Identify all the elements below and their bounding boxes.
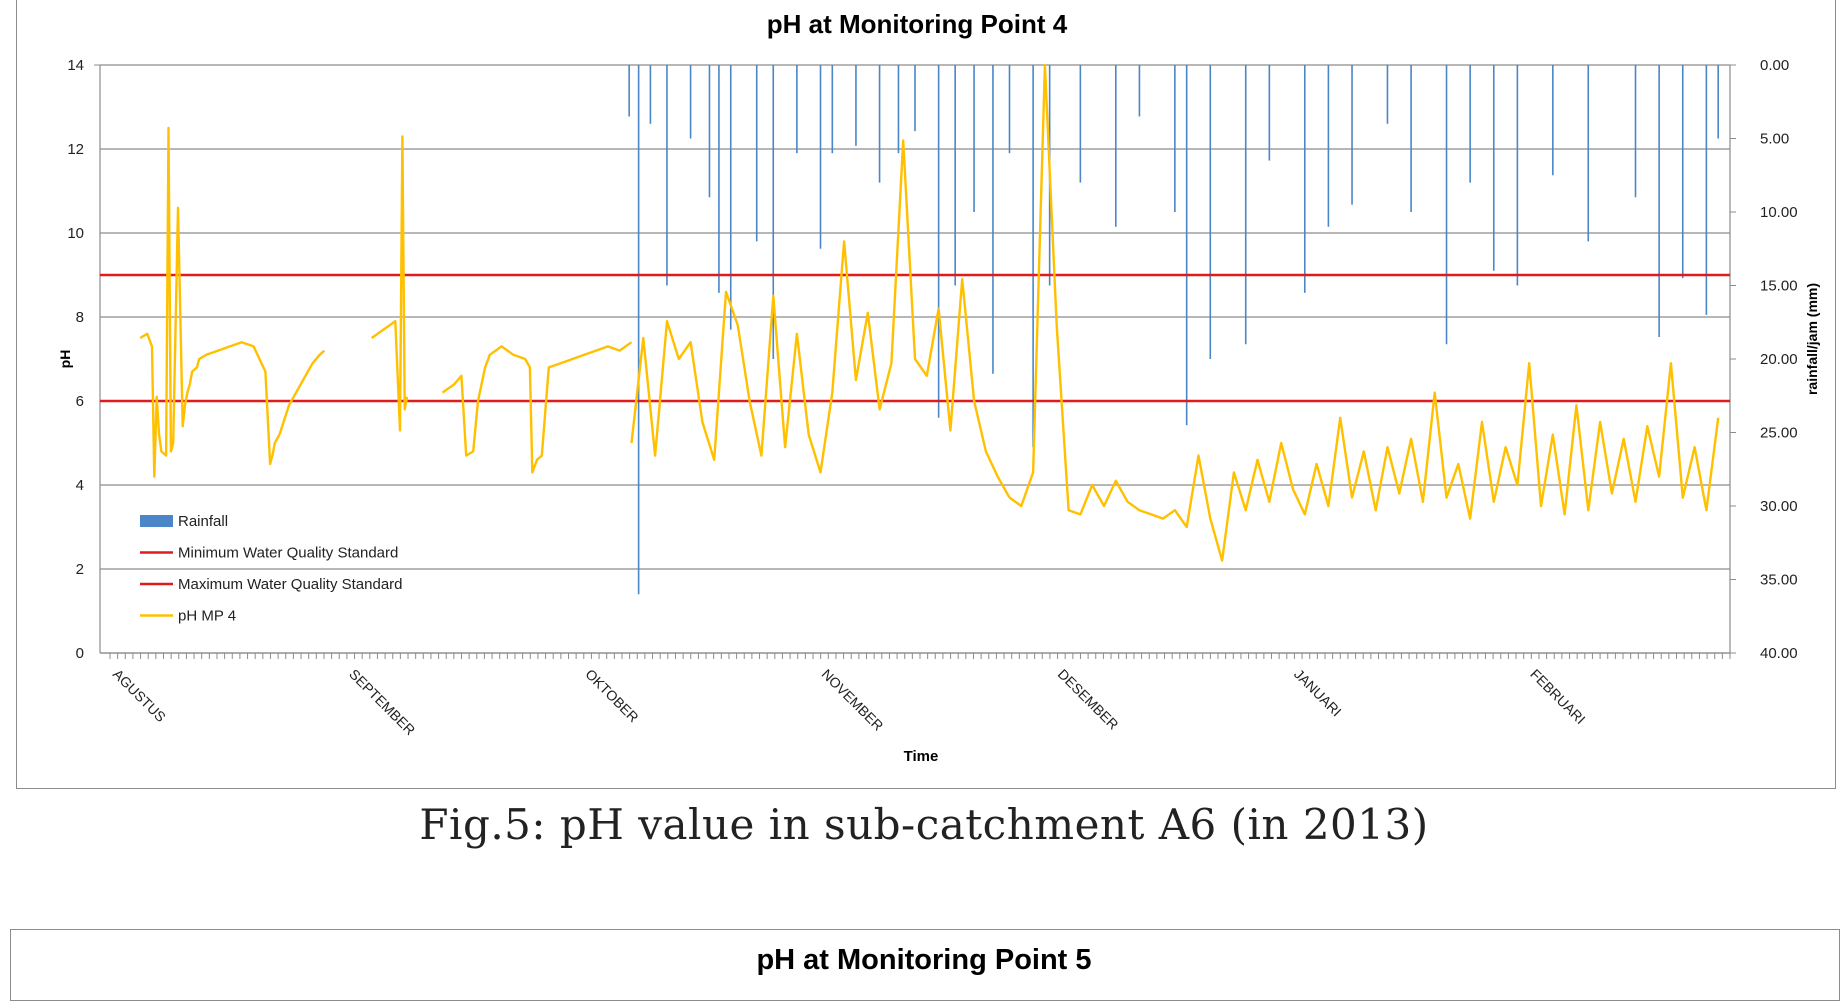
- figure-caption: Fig.5: pH value in sub-catchment A6 (in …: [419, 800, 1429, 849]
- y-tick-label: 10: [67, 225, 84, 242]
- x-tick-label: DESEMBER: [1055, 666, 1122, 733]
- ph-series: [139, 63, 1720, 562]
- y-tick-label: 14: [67, 57, 84, 74]
- legend-label: Minimum Water Quality Standard: [178, 545, 398, 562]
- chart-title-mp5: pH at Monitoring Point 5: [756, 944, 1092, 976]
- ph-chart-mp4: pH at Monitoring Point 4 0 2 4 6 8 10 12 14 0.00 5…: [57, 9, 1820, 765]
- y2-tick-label: 5.00: [1760, 131, 1789, 148]
- chart-title: pH at Monitoring Point 4: [767, 9, 1068, 39]
- y2-tick-label: 15.00: [1760, 278, 1798, 295]
- ph-line-segment: [630, 139, 1011, 499]
- rainfall-series: [628, 65, 1719, 595]
- ph-line-segment: [139, 126, 326, 478]
- y-tick-label: 2: [76, 561, 84, 578]
- ph-line-segment: [441, 341, 633, 474]
- y-axis-label: pH: [57, 350, 73, 369]
- x-tick-label: OKTOBER: [582, 666, 642, 726]
- x-tick-label: FEBRUARI: [1527, 666, 1588, 727]
- y2-tick-label: 20.00: [1760, 351, 1798, 368]
- ph-line-segment: [1008, 63, 1720, 562]
- legend-label: pH MP 4: [178, 608, 236, 625]
- y2-tick-label: 0.00: [1760, 57, 1789, 74]
- y2-axis-label: rainfall/jam (mm): [1804, 283, 1820, 395]
- y-tick-label: 0: [76, 645, 84, 662]
- y-tick-label: 8: [76, 309, 84, 326]
- x-axis-label: Time: [904, 748, 939, 765]
- x-tick-label: JANUARI: [1291, 666, 1345, 720]
- legend-swatch: [140, 515, 173, 527]
- legend-label: Maximum Water Quality Standard: [178, 576, 403, 593]
- ph-line-segment: [371, 135, 409, 432]
- x-tick-label: SEPTEMBER: [346, 666, 418, 738]
- chart-frame-mp4: pH at Monitoring Point 4 0 2 4 6 8 10 12 14 0.00 5…: [16, 0, 1836, 789]
- x-tick-label: NOVEMBER: [819, 666, 887, 734]
- legend-label: Rainfall: [178, 513, 228, 530]
- y2-tick-label: 40.00: [1760, 645, 1798, 662]
- y-tick-label: 12: [67, 141, 84, 158]
- legend: Rainfall Minimum Water Quality Standard Ma…: [140, 513, 403, 625]
- x-tick-label: AGUSTUS: [110, 666, 169, 725]
- y2-tick-label: 25.00: [1760, 425, 1798, 442]
- y-tick-label: 4: [76, 477, 84, 494]
- y-tick-label: 6: [76, 393, 84, 410]
- y2-tick-label: 35.00: [1760, 572, 1798, 589]
- y2-tick-label: 30.00: [1760, 498, 1798, 515]
- y2-tick-label: 10.00: [1760, 204, 1798, 221]
